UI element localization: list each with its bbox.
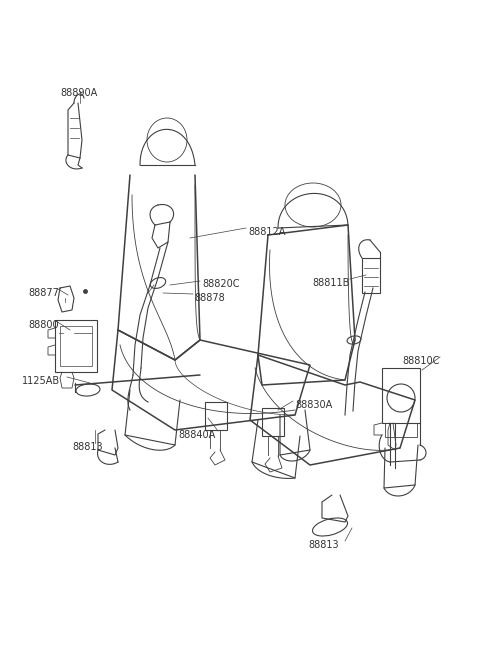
Text: 88830A: 88830A [295,400,332,410]
Text: 1125AB: 1125AB [22,376,60,386]
Text: 88878: 88878 [194,293,225,303]
Bar [262,408,284,436]
Bar [382,368,420,423]
Text: 88813: 88813 [308,540,338,550]
Text: 88812A: 88812A [248,227,286,237]
Text: 88811B: 88811B [312,278,349,288]
Text: 88813: 88813 [72,442,103,452]
Bar [205,402,227,430]
Text: 88800: 88800 [28,320,59,330]
Bar [362,258,380,293]
Text: 88877: 88877 [28,288,59,298]
Text: 88820C: 88820C [202,279,240,289]
Text: 88840A: 88840A [178,430,215,440]
Bar [60,326,92,366]
Text: 88810C: 88810C [402,356,439,366]
Text: 88890A: 88890A [60,88,97,98]
Bar [385,423,417,437]
Bar [55,320,97,372]
